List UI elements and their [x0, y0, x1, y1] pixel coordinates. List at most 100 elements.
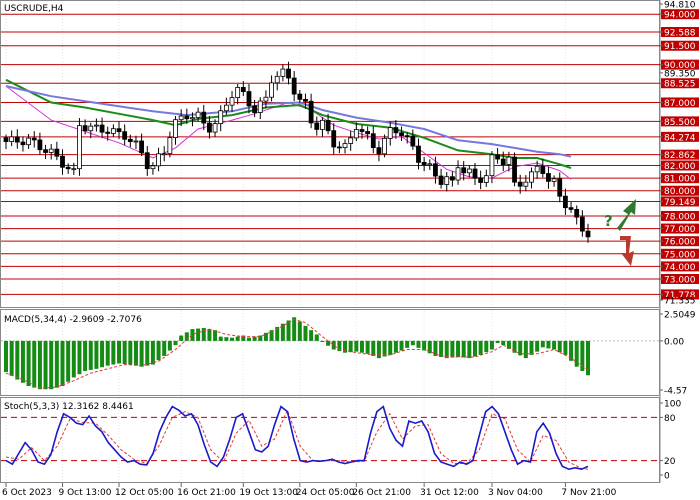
- macd-bar: [156, 340, 161, 361]
- macd-bar: [49, 340, 54, 390]
- candle-body: [325, 119, 331, 132]
- price-axis-label: 84.274: [664, 133, 696, 143]
- macd-bar: [382, 340, 387, 357]
- macd-bar: [433, 340, 438, 356]
- x-tick-label: 7 Nov 21:00: [561, 488, 616, 498]
- candle-body: [65, 166, 71, 170]
- price-level-tag: [661, 261, 699, 272]
- price-axis-label: 79.149: [664, 198, 696, 208]
- macd-bar: [37, 340, 42, 390]
- price-axis-label: 90.000: [664, 61, 696, 71]
- macd-bar: [343, 340, 348, 353]
- price-level-tag: [661, 97, 699, 108]
- candle-body: [370, 133, 376, 149]
- candle-body: [178, 115, 184, 121]
- macd-bar: [20, 340, 25, 383]
- candle-body: [387, 127, 393, 139]
- macd-bar: [450, 340, 455, 358]
- candle-body: [416, 145, 421, 163]
- macd-bar: [77, 340, 82, 375]
- candle-body: [534, 165, 540, 173]
- macd-bar: [495, 340, 500, 344]
- price-level-tag: [661, 210, 699, 221]
- price-axis-label: 82.862: [664, 151, 696, 161]
- macd-bar: [201, 328, 206, 341]
- candle-body: [506, 156, 512, 165]
- candle-body: [495, 154, 500, 160]
- candle-body: [122, 131, 128, 140]
- candle-body: [105, 131, 111, 134]
- price-axis-label: 77.000: [664, 225, 696, 235]
- macd-bar: [286, 320, 291, 341]
- candle-body: [71, 168, 77, 171]
- candle-body: [393, 127, 399, 134]
- macd-panel-frame: [0, 309, 660, 396]
- macd-bar: [54, 340, 59, 388]
- price-axis-label: 76.000: [664, 238, 696, 248]
- candle-body: [77, 125, 82, 170]
- macd-bar: [467, 340, 472, 359]
- candle-body: [54, 148, 60, 157]
- candle-body: [359, 129, 365, 132]
- macd-bar: [117, 340, 122, 364]
- macd-signal-line: [5, 318, 589, 389]
- macd-bar: [224, 337, 229, 341]
- candle-body: [557, 178, 563, 197]
- candle-body: [116, 128, 122, 133]
- candle-body: [568, 207, 574, 210]
- x-tick-label: 19 Oct 13:00: [239, 488, 298, 498]
- macd-bar: [162, 340, 167, 356]
- candle-body: [167, 137, 173, 155]
- instrument-title: USCRUDE,H4: [4, 4, 64, 14]
- macd-bar: [388, 340, 393, 355]
- macd-bar: [586, 340, 590, 376]
- candle-body: [269, 82, 274, 98]
- candle-body: [3, 137, 9, 142]
- candle-body: [133, 140, 139, 143]
- macd-bar: [207, 329, 212, 341]
- price-level-tag: [661, 131, 699, 142]
- candle-body: [551, 178, 557, 182]
- stoch-signal-line: [5, 408, 589, 470]
- stoch-axis-label: 80: [664, 414, 676, 424]
- price-axis-label: 85.500: [664, 118, 696, 128]
- candle-body: [517, 181, 523, 187]
- macd-bar: [196, 328, 201, 341]
- macd-bar: [359, 340, 364, 353]
- macd-bar: [399, 340, 404, 351]
- candle-body: [88, 125, 94, 132]
- candle-body: [94, 124, 99, 127]
- macd-bar: [501, 340, 506, 346]
- price-level-tag: [661, 59, 699, 70]
- candle-body: [523, 181, 529, 187]
- macd-bar: [456, 340, 461, 358]
- stoch-axis-label: 20: [664, 457, 676, 467]
- macd-bar: [444, 340, 449, 359]
- candle-body: [449, 176, 455, 181]
- price-axis-label: 75.000: [664, 250, 696, 260]
- macd-bar: [32, 340, 37, 388]
- candle-body: [461, 167, 467, 174]
- price-axis-label: 78.000: [664, 212, 696, 222]
- candle-body: [212, 123, 218, 133]
- macd-bar: [518, 340, 523, 356]
- macd-bar: [292, 317, 297, 341]
- macd-bar: [297, 321, 302, 341]
- macd-bar: [574, 340, 579, 367]
- candle-body: [303, 98, 308, 102]
- x-tick-label: 24 Oct 05:00: [296, 488, 355, 498]
- macd-bar: [326, 340, 331, 346]
- macd-bar: [26, 340, 31, 387]
- price-axis-label: 94.810: [664, 1, 696, 11]
- candle-body: [82, 125, 88, 132]
- macd-bar: [88, 340, 93, 370]
- candle-body: [144, 152, 150, 170]
- candle-body: [37, 139, 43, 151]
- macd-bar: [484, 340, 489, 353]
- macd-bar: [416, 340, 421, 348]
- price-axis-label: 89.350: [664, 69, 696, 79]
- candle-body: [156, 153, 161, 167]
- candle-body: [280, 68, 286, 77]
- candle-body: [297, 93, 303, 100]
- price-level-tag: [661, 149, 699, 160]
